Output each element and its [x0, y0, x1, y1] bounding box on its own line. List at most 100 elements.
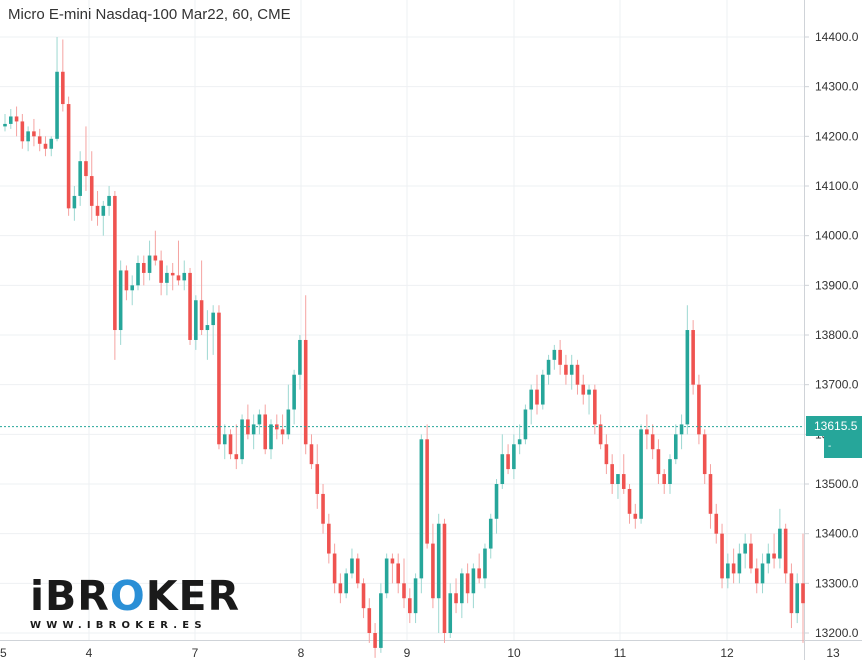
y-tick-label: 13300.0: [815, 576, 859, 590]
y-tick-label: 14000.0: [815, 229, 859, 243]
x-tick-label: 9: [404, 646, 411, 660]
x-tick-label: 7: [192, 646, 199, 660]
candle-body: [222, 434, 227, 445]
candle-body: [523, 409, 528, 440]
y-tick-label: 13900.0: [815, 278, 859, 292]
candle-body: [616, 474, 620, 484]
candle-body: [650, 434, 655, 450]
candle-body: [633, 513, 638, 519]
candle-body: [194, 300, 198, 340]
candle-body: [118, 270, 123, 331]
candle-body: [384, 558, 389, 594]
candle-body: [488, 518, 493, 549]
candle-body: [55, 71, 59, 139]
candle-body: [373, 633, 377, 648]
candle-body: [454, 593, 458, 604]
candle-body: [569, 364, 574, 375]
ibroker-wordmark: iBROKER: [30, 572, 241, 620]
candle-body: [413, 578, 418, 614]
candle-body: [604, 444, 609, 465]
candle-body: [246, 419, 250, 435]
candle-body: [766, 553, 771, 564]
candle-body: [621, 474, 626, 489]
candle-body: [199, 300, 204, 331]
candle-body: [436, 523, 441, 599]
candle-body: [367, 608, 372, 633]
candle-body: [702, 434, 707, 475]
candle-body: [14, 116, 19, 122]
x-tick-label: 4: [86, 646, 93, 660]
y-tick-label: 13200.0: [815, 626, 859, 640]
candle-body: [749, 543, 753, 569]
y-tick-label: 13500.0: [815, 477, 859, 491]
candle-body: [182, 272, 187, 281]
candle-body: [26, 131, 30, 142]
last-price-tag: 13615.5: [806, 416, 862, 436]
candle-body: [587, 389, 591, 395]
candle-body: [535, 389, 539, 405]
candle-body: [176, 275, 181, 281]
candle-body: [691, 330, 695, 385]
candle-body: [124, 270, 129, 291]
candle-body: [147, 255, 152, 273]
candle-body: [593, 389, 597, 425]
candle-body: [506, 454, 510, 470]
candle-body: [361, 583, 366, 609]
candle-body: [298, 339, 302, 375]
candle-body: [471, 568, 476, 594]
candle-body: [673, 434, 678, 460]
candle-body: [795, 583, 800, 614]
candle-body: [662, 474, 667, 484]
candle-body: [425, 439, 429, 544]
candle-body: [731, 563, 736, 574]
candle-body: [419, 439, 424, 579]
x-tick-label: 15: [0, 646, 7, 660]
candle-body: [697, 384, 701, 435]
candle-body: [679, 424, 684, 435]
candle-body: [465, 573, 470, 594]
candle-body: [309, 444, 314, 465]
candle-body: [656, 449, 661, 475]
y-tick-label: 14400.0: [815, 30, 859, 44]
candle-body: [37, 136, 42, 144]
candle-body: [32, 131, 36, 137]
candle-body: [558, 349, 562, 365]
candle-body: [3, 123, 7, 127]
candle-body: [801, 583, 805, 604]
candle-body: [512, 444, 516, 470]
candle-body: [778, 528, 782, 559]
candle-body: [257, 414, 262, 425]
candle-body: [760, 563, 765, 584]
candle-body: [153, 255, 158, 261]
candle-body: [130, 285, 135, 291]
candle-body: [280, 429, 285, 435]
candle-body: [89, 176, 94, 206]
candle-body: [43, 143, 48, 149]
candle-body: [598, 424, 603, 445]
candle-body: [442, 523, 447, 633]
candle-body: [170, 272, 175, 276]
x-tick-label: 12: [720, 646, 734, 660]
x-tick-label: 11: [614, 646, 627, 660]
candle-body: [332, 553, 337, 584]
candle-body: [95, 205, 100, 216]
candle-body: [396, 563, 401, 584]
candle-body: [460, 573, 464, 604]
candle-body: [708, 474, 713, 514]
candle-body: [205, 325, 210, 331]
chart-title: Micro E-mini Nasdaq-100 Mar22, 60, CME: [8, 6, 291, 23]
y-tick-label: 13800.0: [815, 328, 859, 342]
candle-body: [327, 523, 331, 554]
candle-body: [581, 384, 586, 395]
candle-body: [292, 374, 296, 410]
candle-body: [789, 573, 794, 614]
candle-body: [517, 439, 522, 445]
candle-body: [737, 553, 742, 574]
candle-body: [344, 573, 348, 594]
candle-body: [315, 464, 320, 494]
x-tick-label: 8: [298, 646, 305, 660]
candle-body: [448, 593, 453, 633]
x-tick-label: 10: [507, 646, 521, 660]
candle-body: [355, 558, 360, 584]
